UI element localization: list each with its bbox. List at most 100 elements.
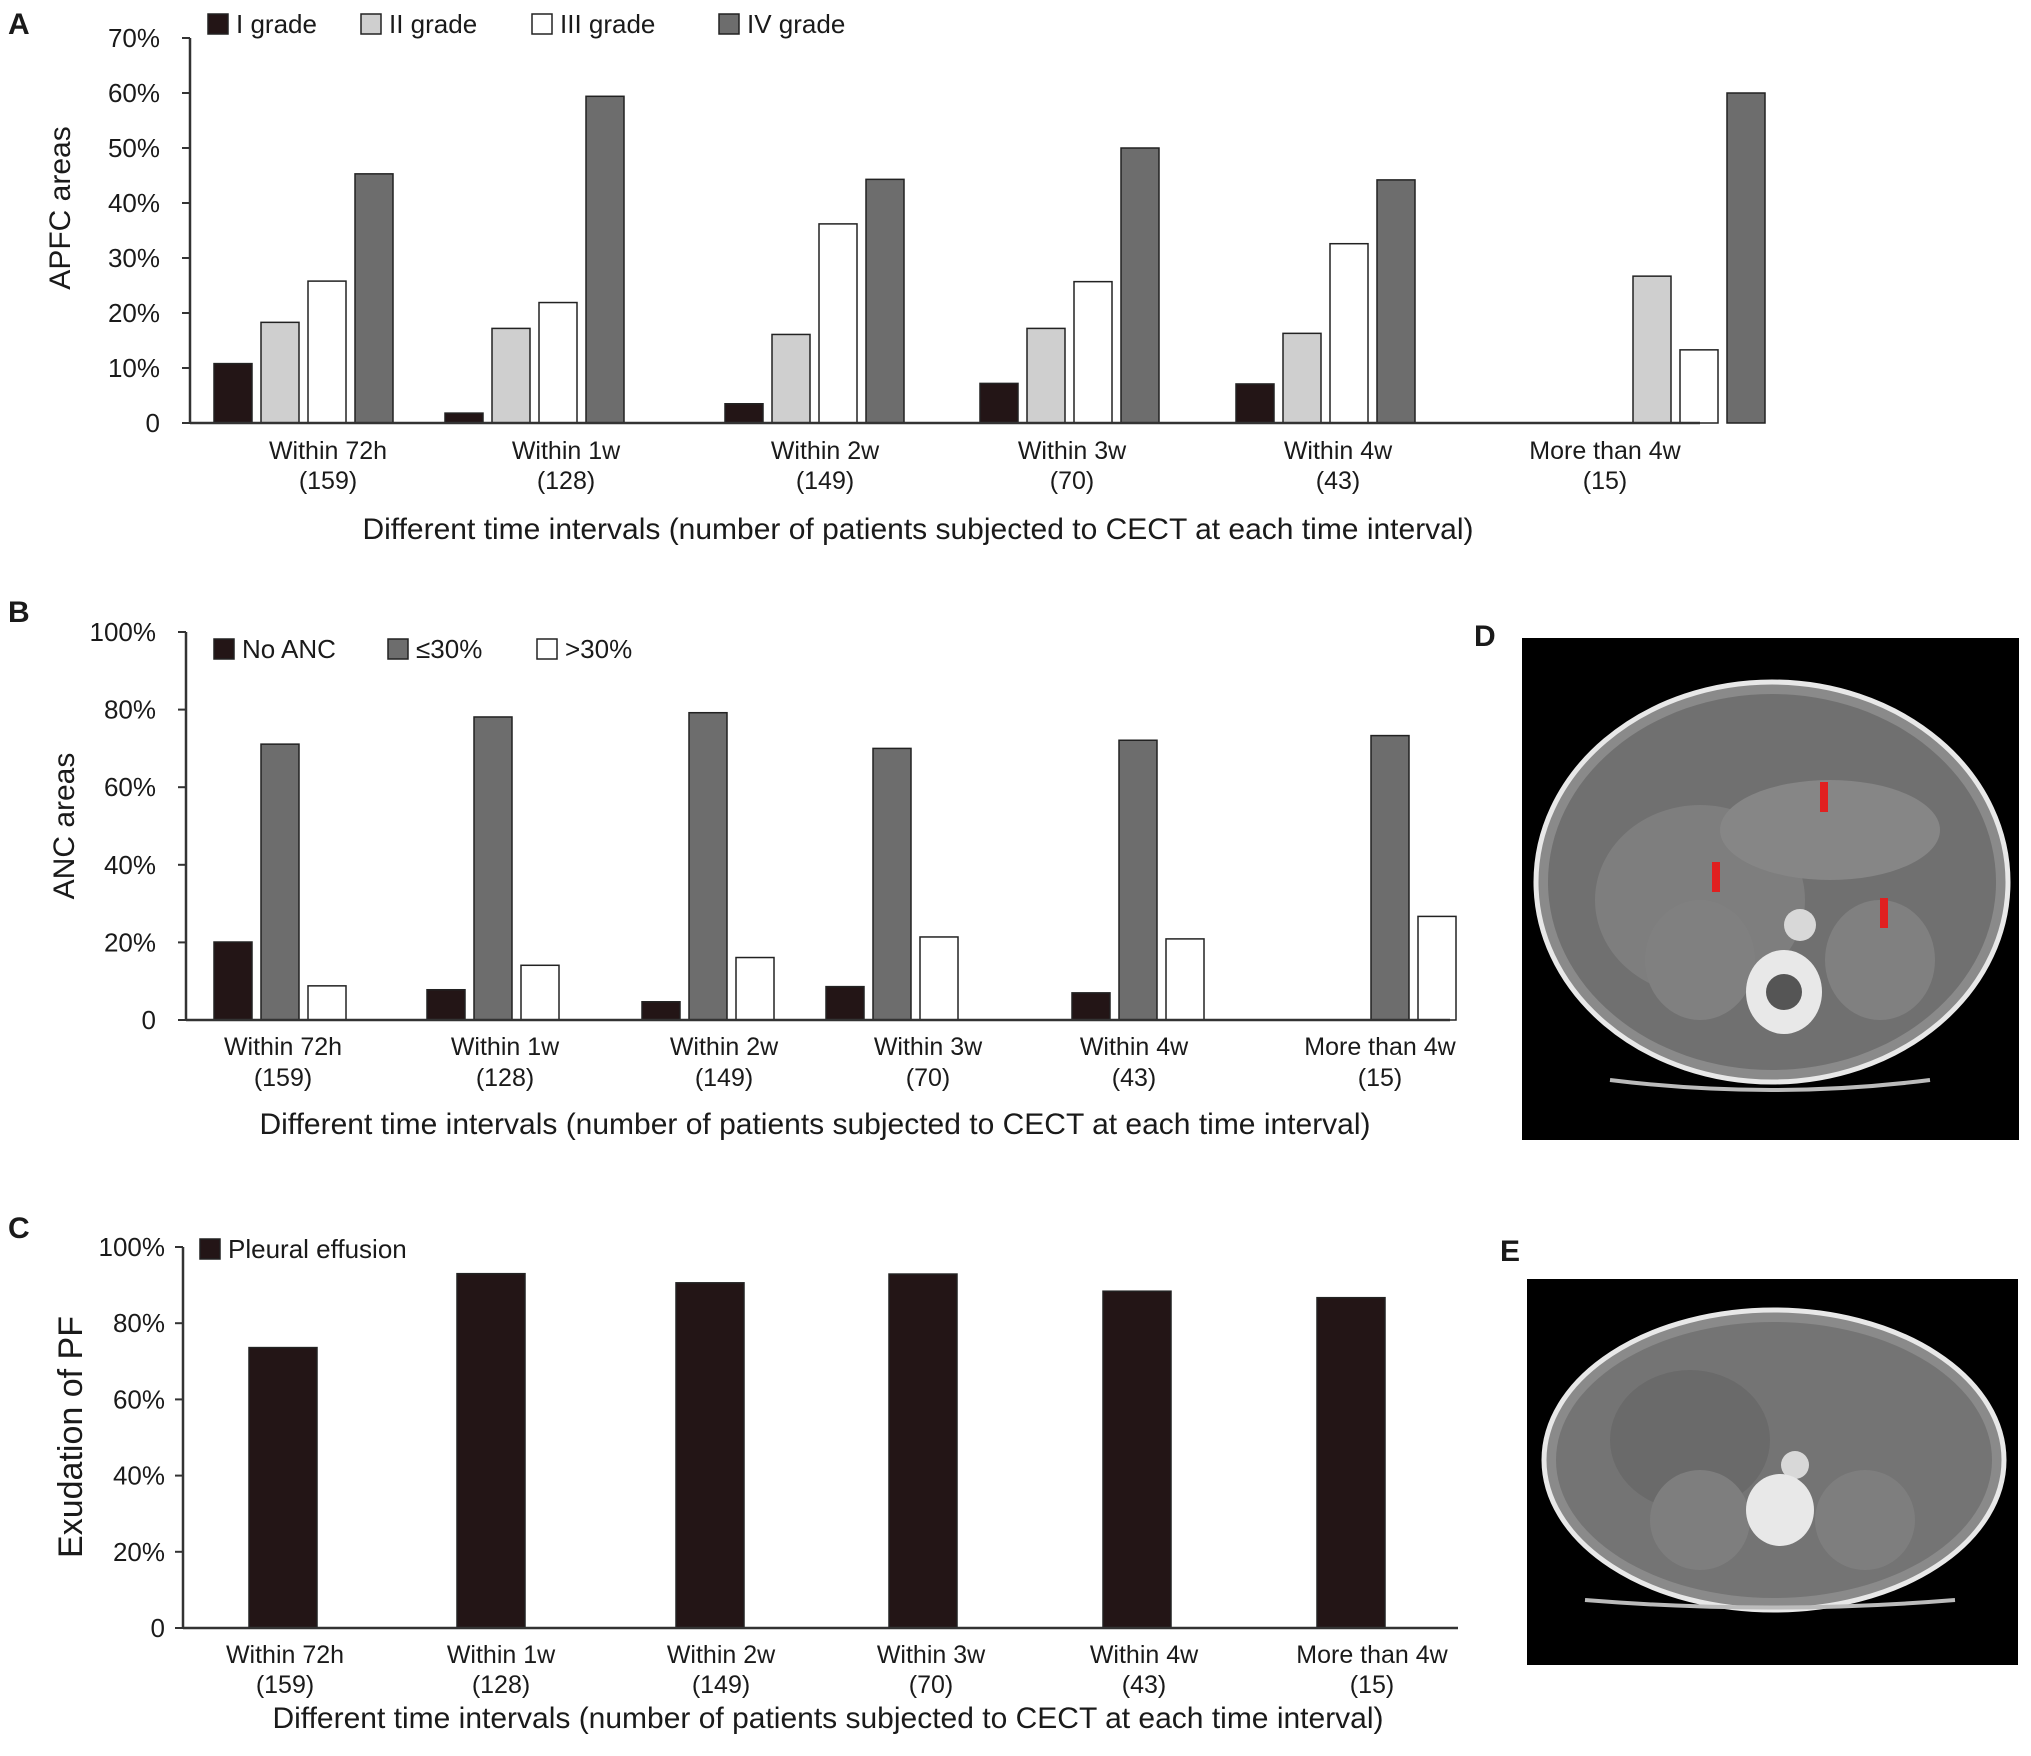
x-category-count: (15) bbox=[1350, 1671, 1394, 1699]
bar bbox=[1370, 734, 1410, 1021]
x-category-count: (159) bbox=[299, 467, 357, 495]
y-tick-label: 100% bbox=[90, 617, 157, 647]
y-tick-label: 20% bbox=[104, 927, 156, 957]
panel-letter-e: E bbox=[1500, 1235, 1520, 1268]
panel-letter-a: A bbox=[8, 8, 30, 41]
bar bbox=[688, 711, 728, 1021]
x-category-label: Within 2w bbox=[667, 1641, 776, 1669]
panel-e: E bbox=[1500, 1235, 2018, 1665]
y-axis-title-b: ANC areas bbox=[48, 753, 81, 900]
bar bbox=[675, 1282, 745, 1629]
y-tick-label: 80% bbox=[104, 695, 156, 725]
legend-swatch bbox=[536, 638, 558, 660]
x-category-count: (128) bbox=[537, 467, 595, 495]
bar bbox=[1679, 349, 1719, 424]
x-category-label: Within 1w bbox=[512, 437, 621, 465]
x-category-label: Within 2w bbox=[771, 437, 880, 465]
x-category-count: (149) bbox=[692, 1671, 750, 1699]
bar bbox=[213, 362, 253, 424]
y-tick-label: 80% bbox=[113, 1308, 165, 1338]
x-axis-title-b: Different time intervals (number of pati… bbox=[259, 1108, 1370, 1141]
bar bbox=[1316, 1296, 1386, 1629]
bar bbox=[520, 964, 560, 1021]
bar bbox=[1071, 992, 1111, 1021]
x-axis-title-c: Different time intervals (number of pati… bbox=[272, 1702, 1383, 1735]
bar bbox=[585, 95, 625, 424]
bar bbox=[865, 178, 905, 424]
bar bbox=[771, 333, 811, 424]
ct-scan-d-image bbox=[1533, 679, 2011, 1092]
x-axis-categories-c: Within 72h(159)Within 1w(128)Within 2w(1… bbox=[226, 1641, 1449, 1699]
x-axis-title-a: Different time intervals (number of pati… bbox=[362, 513, 1473, 546]
x-category-count: (43) bbox=[1112, 1064, 1156, 1092]
y-tick-label: 10% bbox=[108, 353, 160, 383]
bar bbox=[1376, 179, 1416, 424]
legend-label: Pleural effusion bbox=[228, 1234, 407, 1264]
legend-label: No ANC bbox=[242, 634, 336, 664]
legend-label: III grade bbox=[560, 9, 655, 39]
y-axis-ticks-c: 0 20% 40% 60% 80% 100% bbox=[99, 1232, 183, 1643]
bar bbox=[538, 301, 578, 424]
y-tick-label: 30% bbox=[108, 243, 160, 273]
y-tick-label: 60% bbox=[113, 1384, 165, 1414]
bar bbox=[1120, 147, 1160, 424]
bars-b bbox=[213, 711, 1457, 1021]
bar bbox=[818, 223, 858, 424]
x-category-count: (149) bbox=[796, 467, 854, 495]
x-category-count: (70) bbox=[909, 1671, 953, 1699]
legend-label: >30% bbox=[565, 634, 632, 664]
x-category-label: More than 4w bbox=[1529, 437, 1681, 465]
bar bbox=[919, 936, 959, 1021]
y-axis-title-a: APFC areas bbox=[44, 126, 77, 289]
bar bbox=[1235, 383, 1275, 424]
legend-label: II grade bbox=[389, 9, 477, 39]
legend-swatch bbox=[387, 638, 409, 660]
x-category-label: Within 2w bbox=[670, 1033, 779, 1061]
legend-swatch bbox=[213, 638, 235, 660]
bars-c bbox=[248, 1272, 1386, 1629]
legend-swatch bbox=[199, 1238, 221, 1260]
y-tick-label: 0 bbox=[142, 1005, 156, 1035]
x-category-label: Within 3w bbox=[877, 1641, 986, 1669]
bar bbox=[426, 988, 466, 1021]
x-category-label: More than 4w bbox=[1304, 1033, 1456, 1061]
bar bbox=[724, 403, 764, 424]
y-tick-label: 60% bbox=[108, 78, 160, 108]
x-category-count: (70) bbox=[1050, 467, 1094, 495]
legend-swatch bbox=[360, 13, 382, 35]
bar bbox=[1102, 1290, 1172, 1629]
y-tick-label: 70% bbox=[108, 23, 160, 53]
y-axis-ticks-a: 0 10% 20% 30% 40% 50% 60% 70% bbox=[108, 23, 190, 438]
x-category-label: Within 4w bbox=[1080, 1033, 1189, 1061]
x-category-label: Within 72h bbox=[226, 1641, 344, 1669]
x-category-count: (128) bbox=[472, 1671, 530, 1699]
bar bbox=[735, 956, 775, 1021]
y-tick-label: 40% bbox=[108, 188, 160, 218]
panel-c: C Pleural effusion 0 20% 40% 60% 80% 100% Wit… bbox=[8, 1212, 1458, 1735]
x-category-label: Within 4w bbox=[1284, 437, 1393, 465]
bar bbox=[1632, 275, 1672, 424]
x-axis-categories-b: Within 72h (159) Within 1w (128) Within 2w (1… bbox=[224, 1033, 1457, 1092]
x-category-count: (15) bbox=[1583, 467, 1627, 495]
bar bbox=[473, 716, 513, 1021]
panel-letter-c: C bbox=[8, 1212, 30, 1245]
y-tick-label: 50% bbox=[108, 133, 160, 163]
legend-label: I grade bbox=[236, 9, 317, 39]
y-tick-label: 40% bbox=[104, 850, 156, 880]
bar bbox=[872, 747, 912, 1021]
legend-swatch bbox=[207, 13, 229, 35]
x-category-label: Within 1w bbox=[451, 1033, 560, 1061]
legend-label: IV grade bbox=[747, 9, 845, 39]
bars-a bbox=[213, 92, 1766, 424]
bar bbox=[641, 1001, 681, 1021]
panel-b: B No ANC ≤30% >30% 0 20% 40% 60% 80% 100% Withi… bbox=[8, 596, 1457, 1141]
x-category-count: (43) bbox=[1122, 1671, 1166, 1699]
ct-scan-e-image bbox=[1541, 1307, 2007, 1613]
bar bbox=[979, 382, 1019, 424]
bar bbox=[260, 321, 300, 424]
bar bbox=[1417, 915, 1457, 1021]
x-category-label: More than 4w bbox=[1296, 1641, 1448, 1669]
legend-c: Pleural effusion bbox=[199, 1234, 407, 1264]
x-category-label: Within 1w bbox=[447, 1641, 556, 1669]
